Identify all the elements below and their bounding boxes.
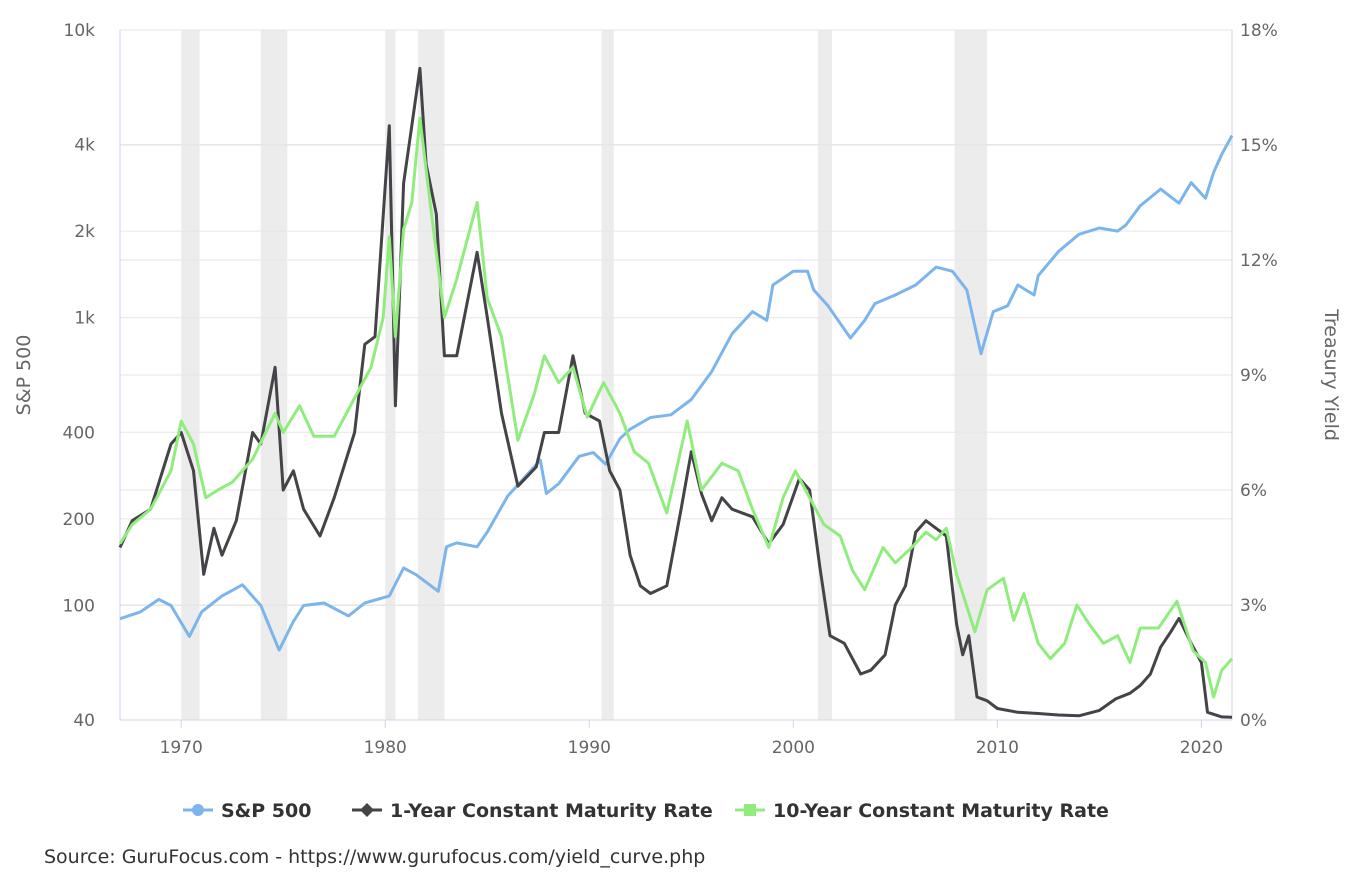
legend-item-1: 1-Year Constant Maturity Rate: [390, 800, 713, 822]
chart-svg: 10k 4k 2k 1k 400 200 100 40 18% 15% 12% 9% 6% 3% 0% 197…: [13, 21, 1342, 822]
legend-item-2: 10-Year Constant Maturity Rate: [773, 800, 1109, 822]
left-tick-label: 2k: [74, 222, 95, 242]
right-tick-label: 3%: [1240, 596, 1267, 616]
right-tick-label: 0%: [1240, 711, 1267, 731]
x-tick-label: 2000: [772, 738, 815, 758]
x-tick-label: 1980: [364, 738, 407, 758]
x-tick-label: 2010: [976, 738, 1019, 758]
series-line-1: [118, 66, 1233, 719]
left-tick-label: 4k: [74, 136, 95, 156]
right-axis-title: Treasury Yield: [1320, 308, 1342, 441]
diamond-marker-icon: [360, 803, 374, 817]
left-tick-label: 200: [63, 510, 95, 530]
legend-item-0: S&P 500: [221, 800, 311, 822]
x-tick-label: 1990: [568, 738, 611, 758]
x-tick-label: 2020: [1180, 738, 1223, 758]
series-line-0: [119, 134, 1234, 652]
right-tick-label: 9%: [1240, 366, 1267, 386]
left-tick-label: 40: [73, 711, 95, 731]
left-tick-label: 10k: [64, 21, 96, 41]
left-tick-label: 100: [63, 596, 95, 616]
circle-marker-icon: [192, 804, 204, 816]
x-tick-label: 1970: [160, 738, 203, 758]
right-tick-label: 18%: [1240, 21, 1278, 41]
left-axis-title: S&P 500: [13, 335, 35, 416]
right-tick-label: 15%: [1240, 136, 1278, 156]
square-marker-icon: [744, 804, 756, 816]
right-tick-label: 12%: [1240, 251, 1278, 271]
left-tick-label: 1k: [74, 309, 95, 329]
left-tick-label: 400: [63, 423, 95, 443]
right-tick-label: 6%: [1240, 481, 1267, 501]
source-text: Source: GuruFocus.com - https://www.guru…: [44, 846, 706, 868]
series-line-2: [118, 116, 1234, 699]
